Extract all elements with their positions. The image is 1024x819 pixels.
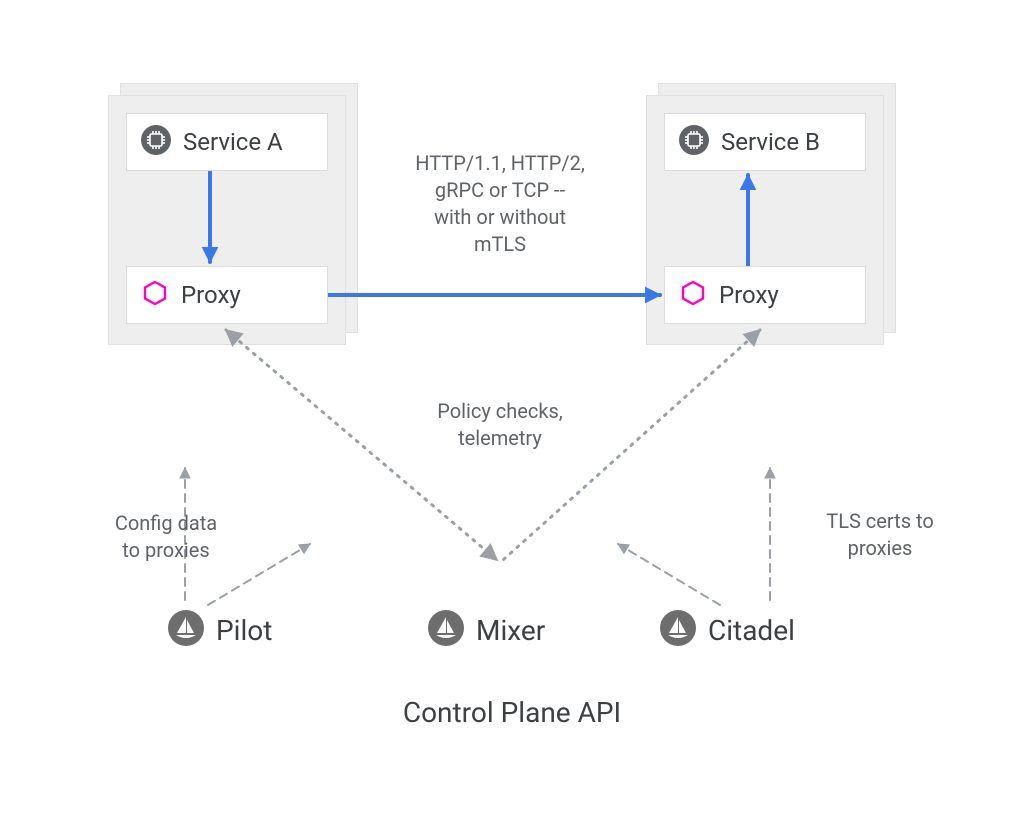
service-b-node: Service B bbox=[664, 113, 866, 171]
proxy-a-node: Proxy bbox=[126, 266, 328, 324]
tls-annotation: TLS certs to proxies bbox=[800, 508, 960, 562]
edge-citadel-to-proxies-left bbox=[618, 544, 720, 605]
diagram-stage: Service A Proxy Service B bbox=[0, 0, 1024, 819]
proxy-a-label: Proxy bbox=[181, 281, 241, 309]
sail-icon bbox=[428, 610, 464, 650]
hexagon-icon bbox=[679, 279, 707, 311]
chip-icon bbox=[141, 125, 171, 159]
protocols-annotation: HTTP/1.1, HTTP/2, gRPC or TCP -- with or… bbox=[370, 150, 630, 258]
citadel-component: Citadel bbox=[660, 610, 795, 650]
control-plane-title: Control Plane API bbox=[0, 696, 1024, 729]
sail-icon bbox=[168, 610, 204, 650]
chip-icon bbox=[679, 125, 709, 159]
hexagon-icon bbox=[141, 279, 169, 311]
pilot-label: Pilot bbox=[216, 614, 272, 647]
config-annotation: Config data to proxies bbox=[86, 510, 246, 564]
mixer-component: Mixer bbox=[428, 610, 545, 650]
service-a-label: Service A bbox=[183, 128, 283, 156]
service-a-node: Service A bbox=[126, 113, 328, 171]
service-b-label: Service B bbox=[721, 128, 820, 156]
sail-icon bbox=[660, 610, 696, 650]
mixer-label: Mixer bbox=[476, 614, 545, 647]
proxy-b-node: Proxy bbox=[664, 266, 866, 324]
policy-annotation: Policy checks, telemetry bbox=[400, 398, 600, 452]
pilot-component: Pilot bbox=[168, 610, 272, 650]
citadel-label: Citadel bbox=[708, 614, 795, 647]
proxy-b-label: Proxy bbox=[719, 281, 779, 309]
